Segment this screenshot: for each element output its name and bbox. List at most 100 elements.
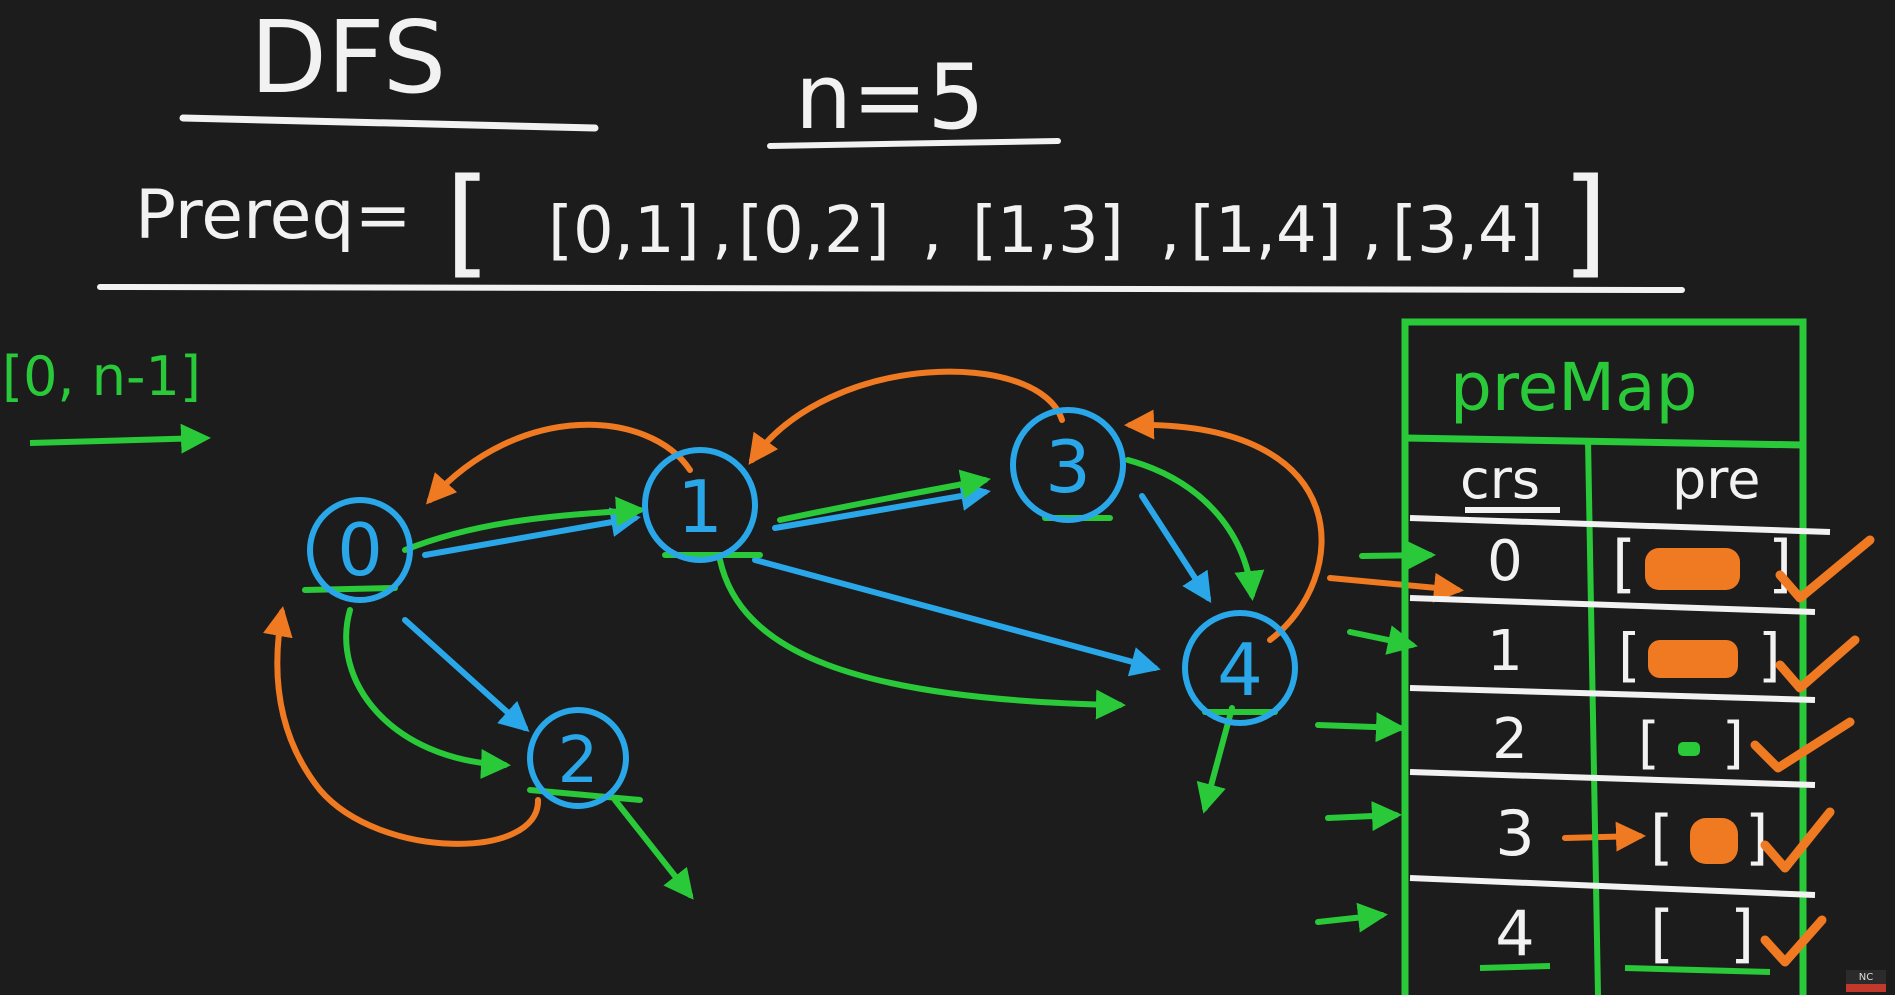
graph-edges <box>402 481 1212 733</box>
check-icon-row-1 <box>1775 635 1860 693</box>
row-pointer-arrows <box>1315 540 1436 933</box>
orange-return-1-0 <box>425 421 693 505</box>
watermark-logo: NC <box>1846 970 1886 992</box>
premap-row-3-crs: 3 <box>1495 797 1534 870</box>
node-1: 1 <box>642 447 758 563</box>
edge-1-4 <box>752 557 1161 677</box>
premap-row-4-crs: 4 <box>1495 897 1534 970</box>
pointer-arrow-row-2 <box>1315 712 1406 743</box>
premap-title: preMap <box>1450 349 1697 426</box>
orange-return-4-3 <box>1124 409 1325 643</box>
orange-return-3-1 <box>748 368 1065 465</box>
prereq-sep-1: , <box>922 194 942 268</box>
premap-row-divider-2 <box>1409 685 1816 703</box>
row-3-crossed-out <box>1690 818 1738 864</box>
prereq-pair-4: [3,4] <box>1392 194 1544 268</box>
edge-0-2 <box>402 617 530 733</box>
range-note: [0, n-1] <box>2 345 201 408</box>
green-arrow-1-3 <box>777 469 991 523</box>
title-dfs: DFS <box>250 0 446 116</box>
premap-row-1-pre-close: ] <box>1758 621 1781 689</box>
green-arrow-3-4 <box>1125 457 1265 601</box>
check-icon-row-2 <box>1750 717 1855 773</box>
prereq-underline <box>97 284 1685 293</box>
node-4-label: 4 <box>1217 628 1263 712</box>
n-label-underline <box>767 138 1061 149</box>
row-1-crossed-out <box>1648 640 1738 678</box>
row-4-pre-underline <box>1624 965 1771 975</box>
prereq-sep-0: , <box>712 194 732 268</box>
row-4-crs-underline <box>1479 963 1551 971</box>
check-icon-row-0 <box>1775 535 1875 603</box>
green-arrow-1-4 <box>717 557 1126 720</box>
row-0-crossed-out <box>1645 548 1740 590</box>
check-marks <box>1750 535 1875 967</box>
range-arrow <box>29 423 211 454</box>
green-arrow-4-down <box>1196 705 1235 814</box>
edge-3-4 <box>1139 493 1212 604</box>
premap-row-4-pre-open: [ <box>1650 897 1674 970</box>
node-3-label: 3 <box>1045 425 1091 509</box>
n-label: n=5 <box>795 45 985 150</box>
prereq-label: Prereq= <box>135 176 412 255</box>
watermark-text: NC <box>1859 972 1873 983</box>
premap-row-divider-3 <box>1409 769 1816 788</box>
node-2: 2 <box>527 707 629 809</box>
green-underline-node-0 <box>302 585 398 593</box>
node-2-label: 2 <box>558 724 599 798</box>
prereq-sep-2: , <box>1160 194 1180 268</box>
orange-arrow-row-3 <box>1562 821 1646 852</box>
prereq-pair-0: [0,1] <box>548 194 700 268</box>
green-arrow-0-2 <box>343 607 511 779</box>
premap-header-crs: crs <box>1460 448 1540 511</box>
green-arrow-2-down <box>612 797 694 900</box>
premap-row-4-pre-close: ] <box>1730 897 1754 970</box>
node-0-label: 0 <box>337 508 383 592</box>
premap-header-divider <box>1409 515 1831 535</box>
orange-return-2-0 <box>263 606 542 847</box>
prereq-list: Prereq= [ [0,1] , [0,2] , [1,3] , [1,4] … <box>135 152 1608 290</box>
premap-table: preMap crs pre 0 [ ] 1 [ ] 2 [ ] 3 [ ] 4… <box>1401 318 1831 995</box>
pointer-arrow-row-3 <box>1325 801 1402 832</box>
premap-row-3-pre-close: ] <box>1745 803 1768 873</box>
green-underline-node-2 <box>527 787 643 803</box>
green-arrow-0-1 <box>402 496 646 553</box>
dfs-return-arrows <box>263 368 1646 852</box>
check-icon-row-4 <box>1760 915 1827 967</box>
premap-row-0-crs: 0 <box>1487 529 1523 594</box>
prereq-close-bracket: ] <box>1562 152 1608 290</box>
premap-row-divider-4 <box>1409 875 1816 898</box>
prereq-open-bracket: [ <box>445 152 491 290</box>
edge-0-1 <box>422 507 641 558</box>
prereq-pair-2: [1,3] <box>972 194 1124 268</box>
pointer-arrow-row-1 <box>1347 625 1418 655</box>
check-icon-row-3 <box>1760 807 1835 873</box>
row-2-crossed-out <box>1678 742 1700 756</box>
prereq-pair-3: [1,4] <box>1190 194 1342 268</box>
premap-row-1-pre-open: [ <box>1618 621 1641 689</box>
premap-header-pre: pre <box>1672 448 1761 511</box>
node-0: 0 <box>307 497 413 603</box>
premap-row-2-pre-open: [ <box>1638 711 1660 776</box>
pointer-arrow-row-4 <box>1315 902 1388 933</box>
orange-arrow-to-premap <box>1327 572 1464 603</box>
node-4: 4 <box>1182 610 1298 726</box>
graph-nodes: 0 1 2 3 4 <box>307 407 1298 809</box>
premap-row-2-crs: 2 <box>1492 707 1528 772</box>
prereq-pair-1: [0,2] <box>738 194 890 268</box>
premap-row-3-pre-open: [ <box>1650 803 1673 873</box>
node-3: 3 <box>1010 407 1126 523</box>
title-underline <box>179 114 599 132</box>
premap-row-divider-1 <box>1409 595 1816 615</box>
premap-row-2-pre-close: ] <box>1722 711 1744 776</box>
node-1-label: 1 <box>677 465 723 549</box>
premap-row-0-pre-open: [ <box>1612 527 1636 600</box>
premap-title-divider <box>1404 434 1804 449</box>
edge-1-3 <box>772 481 991 531</box>
premap-frame <box>1401 318 1807 995</box>
premap-column-divider <box>1585 439 1601 995</box>
prereq-sep-3: , <box>1362 194 1382 268</box>
pointer-arrow-row-0 <box>1359 540 1436 571</box>
premap-row-1-crs: 1 <box>1487 619 1523 684</box>
